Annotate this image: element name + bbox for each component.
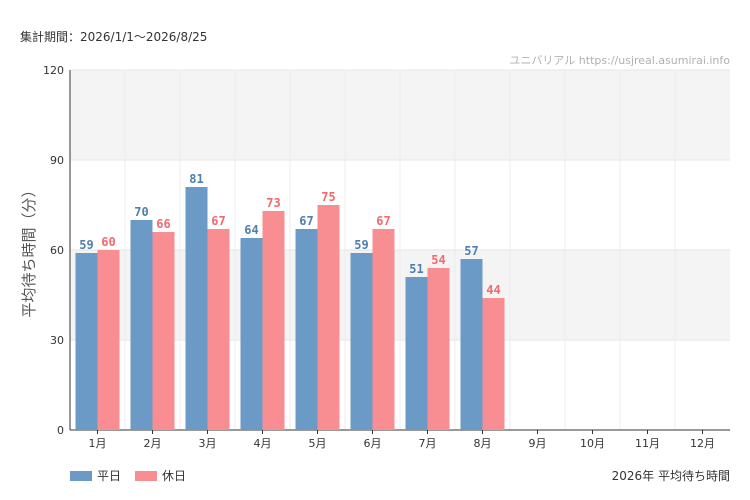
bar-holiday [317,205,340,430]
x-tick-label: 1月 [89,437,107,450]
bar-weekday [75,253,98,430]
bar-weekday [405,277,428,430]
x-tick-label: 4月 [254,437,272,450]
y-tick-label: 90 [50,154,64,167]
data-label-holiday: 67 [211,214,225,228]
bar-holiday [152,232,175,430]
data-label-weekday: 57 [464,244,478,258]
data-label-holiday: 66 [156,217,170,231]
data-label-weekday: 59 [79,238,93,252]
bar-holiday [372,229,395,430]
legend: 平日 休日 [70,467,186,484]
watermark: ユニバリアル https://usjreal.asumirai.info [509,54,730,67]
data-label-weekday: 70 [134,205,148,219]
data-label-weekday: 67 [299,214,313,228]
data-label-holiday: 67 [376,214,390,228]
x-tick-label: 10月 [580,437,605,450]
legend-item-weekday[interactable]: 平日 [70,467,121,484]
bar-weekday [295,229,318,430]
data-label-weekday: 64 [244,223,258,237]
legend-item-holiday[interactable]: 休日 [135,467,186,484]
x-tick-label: 6月 [364,437,382,450]
y-tick-label: 120 [43,64,64,77]
data-label-weekday: 51 [409,262,423,276]
data-label-weekday: 81 [189,172,203,186]
x-tick-label: 9月 [529,437,547,450]
y-tick-label: 30 [50,334,64,347]
data-label-holiday: 54 [431,253,445,267]
data-label-holiday: 73 [266,196,280,210]
legend-swatch-weekday [70,470,92,481]
x-tick-label: 3月 [199,437,217,450]
x-tick-label: 12月 [690,437,715,450]
bar-holiday [427,268,450,430]
bar-weekday [240,238,263,430]
data-label-weekday: 59 [354,238,368,252]
x-tick-label: 8月 [474,437,492,450]
x-tick-label: 11月 [635,437,660,450]
bar-holiday [207,229,230,430]
x-tick-label: 5月 [309,437,327,450]
legend-label-weekday: 平日 [97,469,122,483]
period-label: 集計期間：2026/1/1〜2026/8/25 [20,30,208,44]
y-tick-label: 60 [50,244,64,257]
legend-swatch-holiday [135,470,158,481]
data-label-holiday: 60 [101,235,115,249]
bar-weekday [130,220,153,430]
data-label-holiday: 75 [321,190,335,204]
bar-holiday [262,211,285,430]
bar-holiday [482,298,505,430]
x-tick-label: 7月 [419,437,437,450]
y-tick-label: 0 [57,424,64,437]
chart-caption: 2026年 平均待ち時間 [611,469,730,483]
legend-label-holiday: 休日 [162,469,187,483]
bar-holiday [97,250,120,430]
bar-weekday [350,253,373,430]
x-tick-label: 2月 [144,437,162,450]
bar-weekday [185,187,208,430]
y-axis-label: 平均待ち時間（分） [20,182,38,317]
data-label-holiday: 44 [486,283,500,297]
bar-weekday [460,259,483,430]
